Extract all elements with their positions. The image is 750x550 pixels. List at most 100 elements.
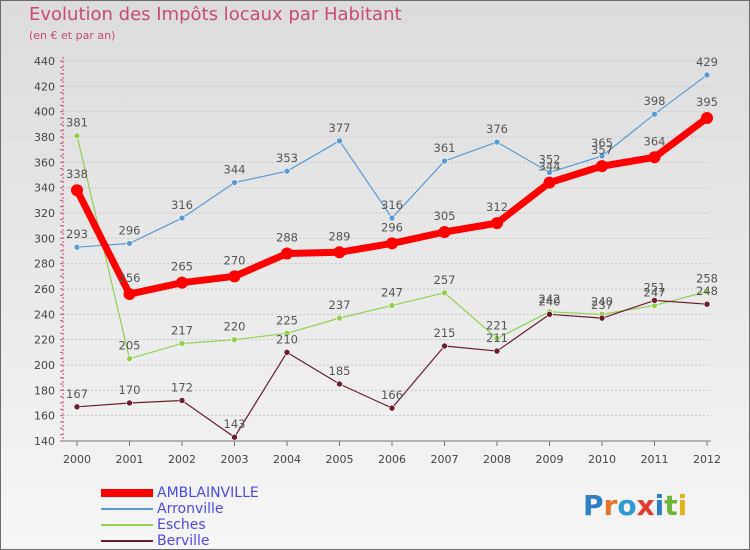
- x-tick-label: 2002: [168, 453, 196, 466]
- data-label: 211: [486, 331, 508, 345]
- data-label: 242: [539, 292, 561, 306]
- data-label: 185: [329, 364, 351, 378]
- legend-swatch: [101, 524, 153, 526]
- legend-swatch: [101, 540, 153, 542]
- y-tick-label: 260: [34, 283, 55, 296]
- data-label: 256: [119, 271, 141, 285]
- y-tick-label: 440: [34, 55, 55, 68]
- series-lines: [71, 71, 713, 441]
- data-point: [598, 152, 606, 160]
- x-tick-label: 2004: [273, 453, 301, 466]
- data-label: 381: [66, 116, 88, 130]
- data-label: 352: [539, 152, 561, 166]
- data-point: [126, 355, 133, 362]
- x-tick-label: 2012: [693, 453, 721, 466]
- chart-title: Evolution des Impôts locaux par Habitant: [29, 4, 402, 25]
- data-label: 265: [171, 260, 193, 274]
- data-point: [703, 71, 711, 79]
- data-label: 316: [381, 198, 403, 212]
- data-label: 170: [119, 383, 141, 397]
- logo-letter: o: [617, 489, 637, 522]
- data-label: 395: [696, 95, 718, 109]
- x-tick-label: 2011: [641, 453, 669, 466]
- data-point: [598, 314, 606, 322]
- data-label: 217: [171, 323, 193, 337]
- data-label: 338: [66, 167, 88, 181]
- data-point: [596, 160, 608, 173]
- x-tick-label: 2010: [588, 453, 616, 466]
- data-label: 210: [276, 332, 298, 346]
- data-label: 240: [591, 294, 613, 308]
- logo-letter: P: [583, 489, 604, 522]
- data-label: 365: [591, 136, 613, 150]
- y-tick-label: 160: [34, 410, 55, 423]
- data-point: [703, 300, 711, 308]
- data-label: 361: [434, 141, 456, 155]
- data-point: [648, 151, 661, 164]
- data-point: [73, 403, 81, 411]
- data-point: [336, 314, 343, 322]
- x-tick-label: 2000: [63, 453, 91, 466]
- data-label: 364: [644, 134, 666, 148]
- legend-label: Arronville: [157, 501, 224, 517]
- data-point: [651, 110, 658, 118]
- y-tick-label: 320: [34, 207, 55, 220]
- grid-lines: [63, 60, 711, 442]
- logo-letter: r: [603, 489, 618, 522]
- legend-item: Berville: [101, 533, 259, 549]
- legend-item: Arronville: [101, 501, 259, 517]
- x-tick-label: 2005: [326, 453, 354, 466]
- data-point: [336, 380, 343, 388]
- data-point: [493, 347, 501, 355]
- data-point: [701, 112, 713, 124]
- data-label: 251: [644, 280, 666, 294]
- data-label: 312: [486, 200, 508, 214]
- data-point: [651, 297, 658, 304]
- data-point: [441, 342, 448, 350]
- data-label: 167: [66, 387, 88, 401]
- data-label: 221: [486, 318, 508, 332]
- y-tick-label: 200: [34, 359, 55, 372]
- data-point: [493, 138, 501, 146]
- data-label: 357: [591, 143, 613, 157]
- logo-letter: i: [677, 489, 688, 522]
- data-label: 353: [276, 151, 298, 165]
- proxiti-logo: Proxiti: [583, 489, 687, 522]
- data-point: [283, 330, 291, 337]
- y-tick-label: 280: [34, 258, 55, 271]
- logo-letter: i: [654, 489, 665, 522]
- y-tick-label: 300: [34, 232, 55, 245]
- data-label: 376: [486, 122, 508, 136]
- data-label: 289: [329, 229, 351, 243]
- data-label: 248: [696, 284, 718, 298]
- chart-subtitle: (en € et par an): [29, 29, 116, 42]
- logo-letter: x: [636, 489, 655, 522]
- data-point: [71, 184, 83, 197]
- data-label: 247: [644, 285, 666, 299]
- legend-label: AMBLAINVILLE: [157, 485, 259, 501]
- legend-item: AMBLAINVILLE: [101, 485, 259, 501]
- y-tick-label: 420: [34, 80, 55, 93]
- data-point: [228, 270, 241, 283]
- data-label: 296: [381, 220, 403, 234]
- data-label: 296: [119, 223, 141, 237]
- data-label: 205: [119, 339, 141, 353]
- data-point: [546, 169, 553, 176]
- data-point: [178, 397, 186, 404]
- legend-item: Esches: [101, 517, 259, 533]
- y-tick-label: 340: [34, 182, 55, 195]
- data-label: 258: [696, 272, 718, 286]
- data-point: [126, 399, 133, 407]
- data-labels: 293 296 316 344 353 377 316 361 376 352 365 398 429 3…: [66, 55, 718, 431]
- data-label: 305: [434, 209, 456, 223]
- y-tick-label: 400: [34, 106, 55, 119]
- data-point: [333, 246, 346, 259]
- data-point: [491, 217, 503, 230]
- y-tick-label: 140: [34, 435, 55, 448]
- data-point: [231, 179, 238, 186]
- data-point: [386, 237, 398, 250]
- data-label: 270: [224, 253, 246, 267]
- data-label: 225: [276, 313, 298, 327]
- data-point: [441, 289, 448, 297]
